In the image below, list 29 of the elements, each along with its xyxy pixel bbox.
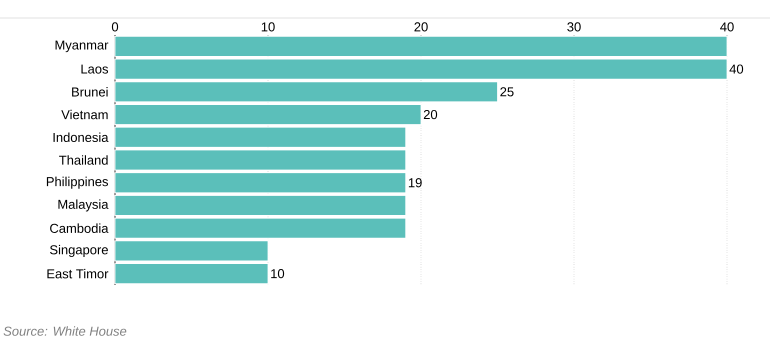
- x-tick-label: 30: [567, 22, 581, 32]
- bar: [114, 172, 406, 194]
- y-tick-label: Singapore: [50, 244, 108, 257]
- data-label: 40: [730, 64, 744, 74]
- y-tick-label: East Timor: [47, 268, 108, 278]
- y-tick-label: Brunei: [72, 87, 108, 97]
- source-note: Source: White House: [4, 326, 126, 336]
- data-label: 10: [271, 269, 284, 278]
- bar: [114, 81, 498, 102]
- y-tick-label: Philippines: [46, 176, 108, 189]
- bar: [114, 126, 406, 148]
- y-tick-label: Malaysia: [58, 199, 108, 212]
- y-tick-label: Indonesia: [54, 132, 108, 142]
- bar: [114, 104, 422, 125]
- y-tick-label: Vietnam: [61, 110, 108, 120]
- x-tick-label: 10: [262, 22, 275, 32]
- y-tick-label: Myanmar: [56, 40, 108, 52]
- x-tick-label: 0: [112, 22, 118, 32]
- x-tick-label: 20: [414, 22, 428, 32]
- bar: [114, 195, 406, 216]
- data-label: 25: [500, 87, 514, 96]
- y-tick-label: Thailand: [59, 155, 108, 165]
- y-tick-label: Cambodia: [50, 223, 108, 233]
- data-label: 20: [424, 110, 438, 120]
- bar: [114, 150, 406, 170]
- y-tick-label: Laos: [81, 64, 108, 74]
- x-tick-label: 40: [720, 22, 734, 32]
- bar: [114, 218, 406, 239]
- data-label: 19: [408, 178, 422, 188]
